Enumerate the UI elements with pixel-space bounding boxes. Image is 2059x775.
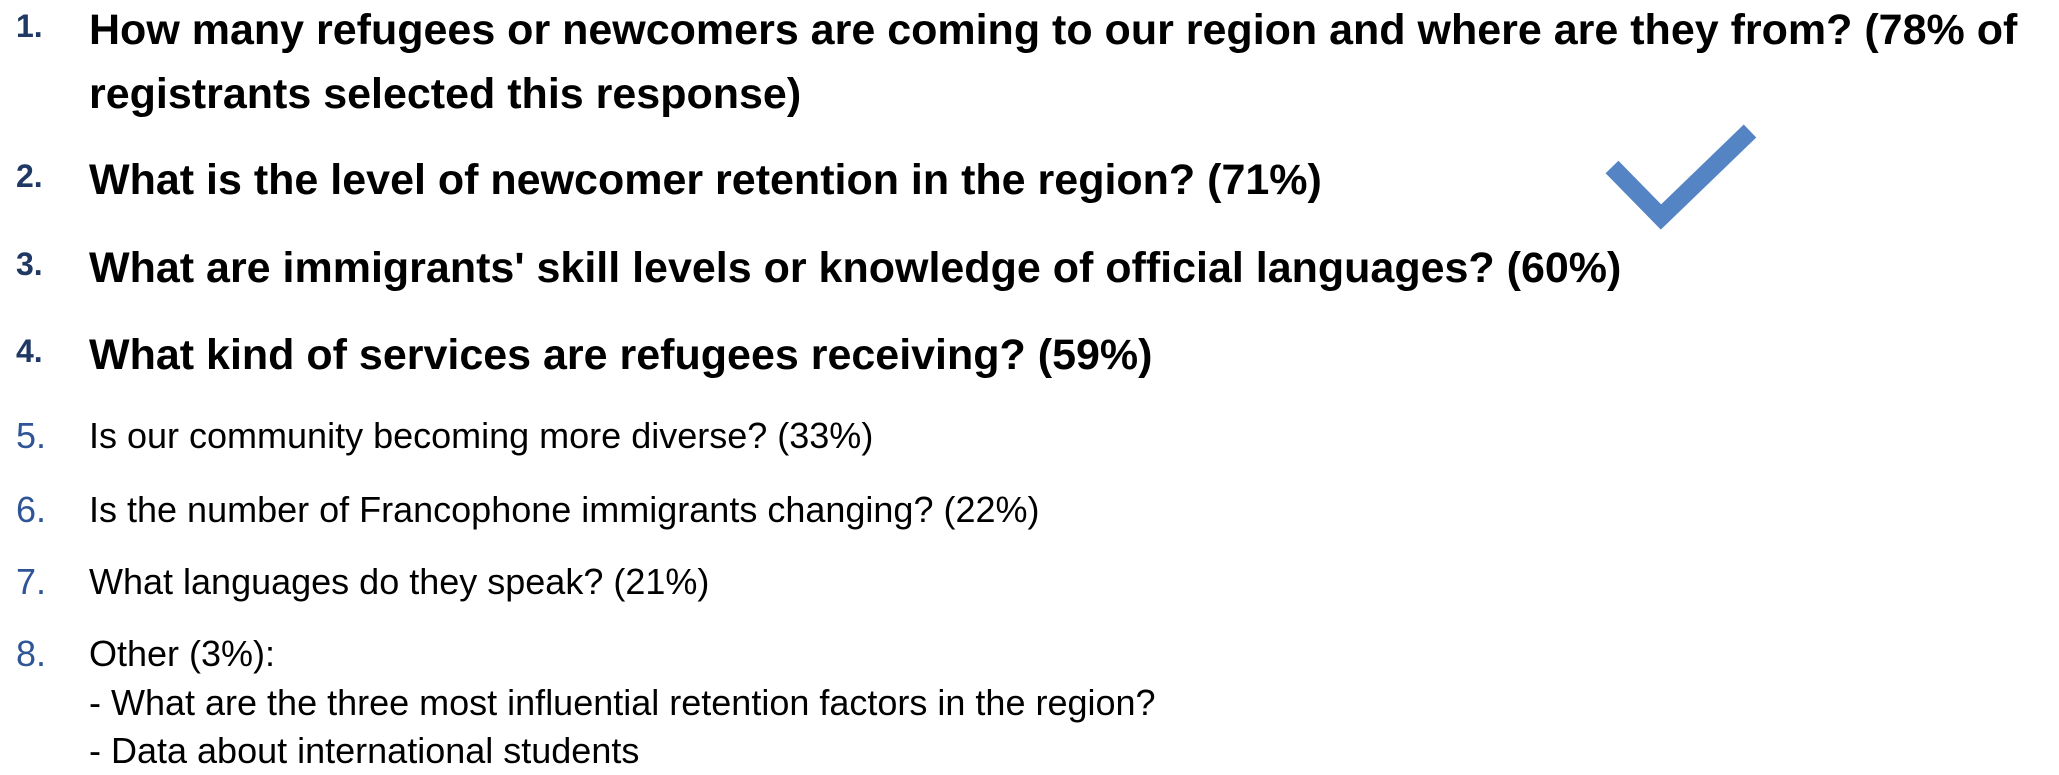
list-item: 6. Is the number of Francophone immigrant… [0, 485, 2040, 535]
item-number: 2. [16, 158, 43, 194]
item-text: Is the number of Francophone immigrants … [89, 489, 1040, 530]
list-item: 1. How many refugees or newcomers are com… [0, 0, 2040, 126]
list-item: 3. What are immigrants' skill levels or k… [0, 236, 2040, 300]
sub-item: - What are the three most influential re… [89, 682, 1156, 723]
item-number: 4. [16, 333, 43, 369]
item-number: 6. [16, 489, 47, 530]
list-item: 7. What languages do they speak? (21%) [0, 557, 2040, 607]
item-text: Is our community becoming more diverse? … [89, 415, 874, 456]
list-item: 5. Is our community becoming more diverse… [0, 411, 2040, 461]
item-text: What is the level of newcomer retention … [89, 156, 1322, 204]
item-number: 8. [16, 633, 47, 674]
item-text: What kind of services are refugees recei… [89, 331, 1153, 379]
item-text: How many refugees or newcomers are comin… [89, 6, 2018, 118]
list-item: 4. What kind of services are refugees rec… [0, 323, 2040, 387]
item-text: Other (3%): [89, 633, 276, 674]
list-item: 2. What is the level of newcomer retentio… [0, 148, 2040, 212]
item-text: What languages do they speak? (21%) [89, 561, 710, 602]
item-number: 5. [16, 415, 47, 456]
item-number: 1. [16, 8, 43, 44]
checkmark [1605, 124, 1757, 230]
item-number: 7. [16, 561, 47, 602]
item-number: 3. [16, 246, 43, 282]
item-text: What are immigrants' skill levels or kno… [89, 244, 1622, 292]
list-item: 8. Other (3%): - What are the three most… [0, 629, 2040, 775]
sub-item: - Data about international students [89, 730, 640, 771]
